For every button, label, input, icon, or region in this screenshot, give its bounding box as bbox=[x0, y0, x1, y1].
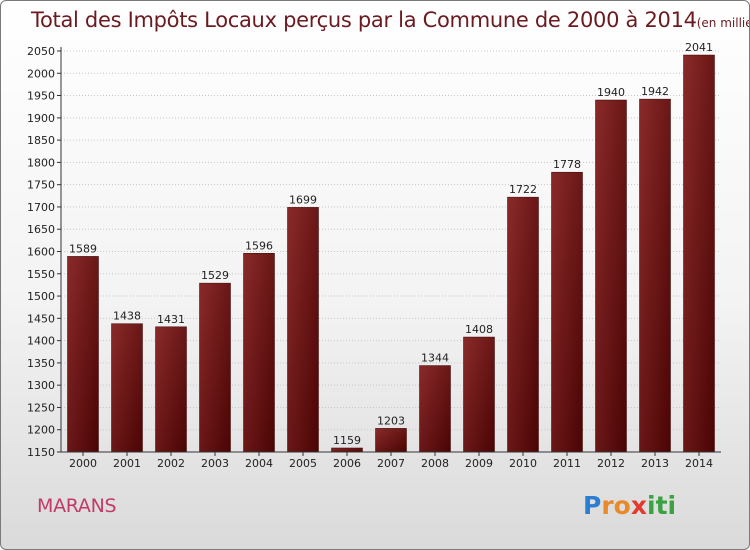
value-label-2010: 1722 bbox=[509, 183, 537, 196]
bar-2004 bbox=[243, 253, 275, 453]
logo-letter: x bbox=[630, 491, 647, 520]
y-tick-label: 1250 bbox=[27, 401, 55, 414]
value-label-2013: 1942 bbox=[641, 85, 669, 98]
value-label-2003: 1529 bbox=[201, 269, 229, 282]
bar-2011 bbox=[551, 171, 583, 453]
y-tick-label: 1950 bbox=[27, 90, 55, 103]
y-tick-label: 1400 bbox=[27, 335, 55, 348]
y-tick-label: 1700 bbox=[27, 201, 55, 214]
logo-letter: i bbox=[667, 491, 677, 520]
value-label-2014: 2041 bbox=[685, 41, 713, 54]
bar-2014 bbox=[683, 54, 715, 453]
bar-2001 bbox=[111, 323, 143, 453]
x-tick-label-2011: 2011 bbox=[553, 457, 581, 470]
bar-2006 bbox=[331, 447, 363, 453]
chart-title: Total des Impôts Locaux perçus par la Co… bbox=[31, 8, 697, 32]
logo-letter: i bbox=[647, 491, 656, 520]
bar-2005 bbox=[287, 207, 319, 453]
logo-letter: o bbox=[613, 491, 631, 520]
x-tick-label-2007: 2007 bbox=[377, 457, 405, 470]
y-tick-label: 1450 bbox=[27, 312, 55, 325]
logo-letter: r bbox=[601, 491, 614, 520]
bar-2012 bbox=[595, 99, 627, 453]
value-label-2012: 1940 bbox=[597, 86, 625, 99]
x-tick-label-2008: 2008 bbox=[421, 457, 449, 470]
bar-2002 bbox=[155, 326, 187, 453]
value-label-2001: 1438 bbox=[113, 310, 141, 323]
x-tick-label-2013: 2013 bbox=[641, 457, 669, 470]
y-tick-label: 2050 bbox=[27, 45, 55, 58]
y-tick-label: 1550 bbox=[27, 268, 55, 281]
bar-2009 bbox=[463, 336, 495, 453]
logo-letter: P bbox=[583, 491, 602, 520]
value-label-2005: 1699 bbox=[289, 193, 317, 206]
x-tick-label-2009: 2009 bbox=[465, 457, 493, 470]
value-label-2007: 1203 bbox=[377, 414, 405, 427]
commune-name: MARANS bbox=[37, 495, 117, 517]
y-tick-label: 1650 bbox=[27, 223, 55, 236]
axes: 1150 1200 1250 1300 1350 1400 1450 1500 1550 1600… bbox=[27, 45, 721, 459]
x-tick-label-2002: 2002 bbox=[157, 457, 185, 470]
y-tick-label: 1750 bbox=[27, 179, 55, 192]
y-tick-label: 1600 bbox=[27, 246, 55, 259]
value-label-2011: 1778 bbox=[553, 158, 581, 171]
value-label-2009: 1408 bbox=[465, 323, 493, 336]
y-tick-label: 1300 bbox=[27, 379, 55, 392]
bar-2003 bbox=[199, 282, 231, 453]
bar-2013 bbox=[639, 98, 671, 453]
x-tick-label-2004: 2004 bbox=[245, 457, 273, 470]
title-line: Total des Impôts Locaux perçus par la Co… bbox=[31, 8, 749, 32]
x-tick-label-2003: 2003 bbox=[201, 457, 229, 470]
y-tick-label: 1150 bbox=[27, 446, 55, 459]
x-tick-label-2001: 2001 bbox=[113, 457, 141, 470]
y-tick-label: 2000 bbox=[27, 67, 55, 80]
bars bbox=[67, 54, 715, 453]
bar-2008 bbox=[419, 365, 451, 453]
x-tick-label-2010: 2010 bbox=[509, 457, 537, 470]
y-tick-label: 1200 bbox=[27, 424, 55, 437]
y-tick-label: 1900 bbox=[27, 112, 55, 125]
y-tick-label: 1850 bbox=[27, 134, 55, 147]
value-label-2004: 1596 bbox=[245, 239, 273, 252]
x-tick-label-2006: 2006 bbox=[333, 457, 361, 470]
x-tick-label-2014: 2014 bbox=[685, 457, 713, 470]
y-tick-label: 1800 bbox=[27, 156, 55, 169]
value-label-2002: 1431 bbox=[157, 313, 185, 326]
bar-2010 bbox=[507, 196, 539, 453]
y-tick-label: 1350 bbox=[27, 357, 55, 370]
unit-label: (en milliers d'€) bbox=[696, 16, 749, 30]
value-label-2006: 1159 bbox=[333, 434, 361, 447]
x-tick-label-2012: 2012 bbox=[597, 457, 625, 470]
value-label-2000: 1589 bbox=[69, 242, 97, 255]
labels: 1589 2000 1438 2001 1431 2002 1529 2003 1596 2004… bbox=[69, 41, 713, 470]
bar-2007 bbox=[375, 428, 407, 453]
value-label-2008: 1344 bbox=[421, 352, 449, 365]
logo-letter: t bbox=[655, 491, 668, 520]
bar-2000 bbox=[67, 256, 99, 453]
y-tick-label: 1500 bbox=[27, 290, 55, 303]
x-tick-label-2000: 2000 bbox=[69, 457, 97, 470]
x-tick-label-2005: 2005 bbox=[289, 457, 317, 470]
proxiti-logo: Proxiti bbox=[583, 491, 676, 520]
